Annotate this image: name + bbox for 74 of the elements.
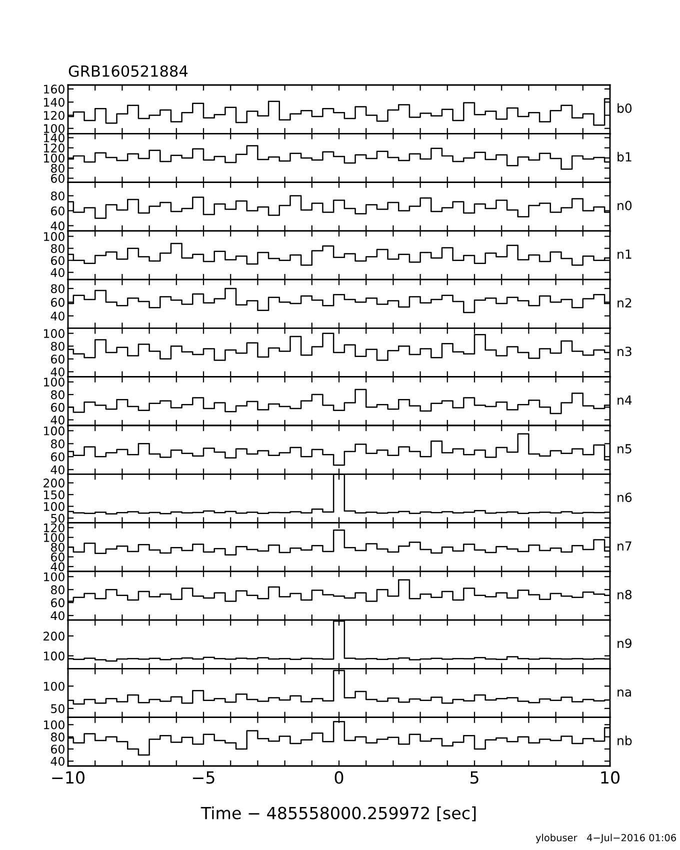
y-tick-label: 80 <box>51 439 64 448</box>
y-tick-label: 40 <box>50 756 64 766</box>
x-axis-title: Time − 485558000.259972 [sec] <box>200 806 476 822</box>
y-tick-label: 100 <box>44 154 64 163</box>
x-tick-label: −10 <box>52 771 84 784</box>
y-tick-label: 100 <box>44 329 64 338</box>
series-label: n6 <box>618 492 632 502</box>
y-tick-label: 120 <box>44 144 64 152</box>
y-tick-label: 60 <box>51 452 64 462</box>
y-tick-label: 40 <box>50 562 64 572</box>
y-tick-label: 40 <box>50 416 64 424</box>
y-tick-label: 40 <box>50 611 64 620</box>
y-tick-label: 60 <box>51 744 64 754</box>
y-tick-label: 80 <box>51 164 64 173</box>
legend-label: na <box>618 689 631 697</box>
y-tick-label: 40 <box>50 465 64 474</box>
series-label: n8 <box>618 590 632 600</box>
y-tick-label: 40 <box>50 312 64 321</box>
y-tick-label: 120 <box>44 523 64 532</box>
series-label: n2 <box>618 298 632 308</box>
y-tick-label: 150 <box>44 490 64 500</box>
y-tick-label: 60 <box>51 354 64 364</box>
legend-label: n1 <box>618 250 632 259</box>
y-tick-label: 50 <box>51 514 64 523</box>
y-tick-label: 100 <box>44 652 64 660</box>
y-tick-label: 100 <box>44 682 64 691</box>
y-tick-label: 80 <box>51 585 64 594</box>
y-tick-label: 160 <box>44 84 64 94</box>
y-tick-label: 100 <box>44 572 64 582</box>
y-tick-label: 80 <box>51 191 64 200</box>
series-label: n5 <box>618 444 632 454</box>
x-tick-label: 10 <box>601 771 620 784</box>
series-label: n0 <box>618 200 632 210</box>
legend-label: n7 <box>618 541 632 551</box>
y-tick-label: 60 <box>51 402 64 412</box>
y-tick-label: 60 <box>51 552 64 562</box>
x-tick-label: 5 <box>470 771 478 784</box>
y-tick-label: 200 <box>44 632 64 641</box>
y-tick-label: 60 <box>51 256 64 266</box>
y-tick-label: 40 <box>50 367 64 376</box>
y-tick-label: 40 <box>50 268 64 278</box>
legend-label: n4 <box>618 396 632 405</box>
y-tick-label: 80 <box>51 244 64 253</box>
series-label: b1 <box>618 152 632 162</box>
y-tick-label: 120 <box>44 110 64 120</box>
y-tick-label: 140 <box>44 133 64 142</box>
y-tick-label: 100 <box>44 378 64 387</box>
y-tick-label: 80 <box>51 284 64 294</box>
y-tick-label: 40 <box>50 221 64 230</box>
y-tick-label: 100 <box>44 533 64 542</box>
series-label: n3 <box>618 346 632 356</box>
x-tick-label: 0 <box>334 771 344 784</box>
y-tick-label: 60 <box>51 298 64 307</box>
y-tick-label: 100 <box>44 124 64 134</box>
y-tick-label: 80 <box>51 542 64 552</box>
y-tick-label: 80 <box>51 732 64 742</box>
series-label: n9 <box>618 638 632 648</box>
y-tick-label: 100 <box>44 426 64 436</box>
y-tick-label: 60 <box>51 598 64 608</box>
y-tick-label: 100 <box>44 720 64 730</box>
series-label: nb <box>618 736 632 746</box>
chart-title: GRB160521884 <box>68 65 188 77</box>
y-tick-label: 100 <box>44 502 64 511</box>
y-tick-label: 60 <box>51 174 64 183</box>
y-tick-label: 60 <box>51 206 64 216</box>
y-tick-label: 80 <box>51 390 64 400</box>
y-tick-label: 100 <box>44 232 64 241</box>
y-tick-label: 140 <box>44 98 64 107</box>
text: ylobuser 4−Jul−2016 01:06 <box>536 834 676 844</box>
legend-label: b0 <box>618 103 632 113</box>
y-tick-label: 50 <box>51 704 64 714</box>
y-tick-label: 200 <box>44 478 64 488</box>
x-tick-label: −5 <box>192 771 214 784</box>
y-tick-label: 80 <box>51 342 64 351</box>
